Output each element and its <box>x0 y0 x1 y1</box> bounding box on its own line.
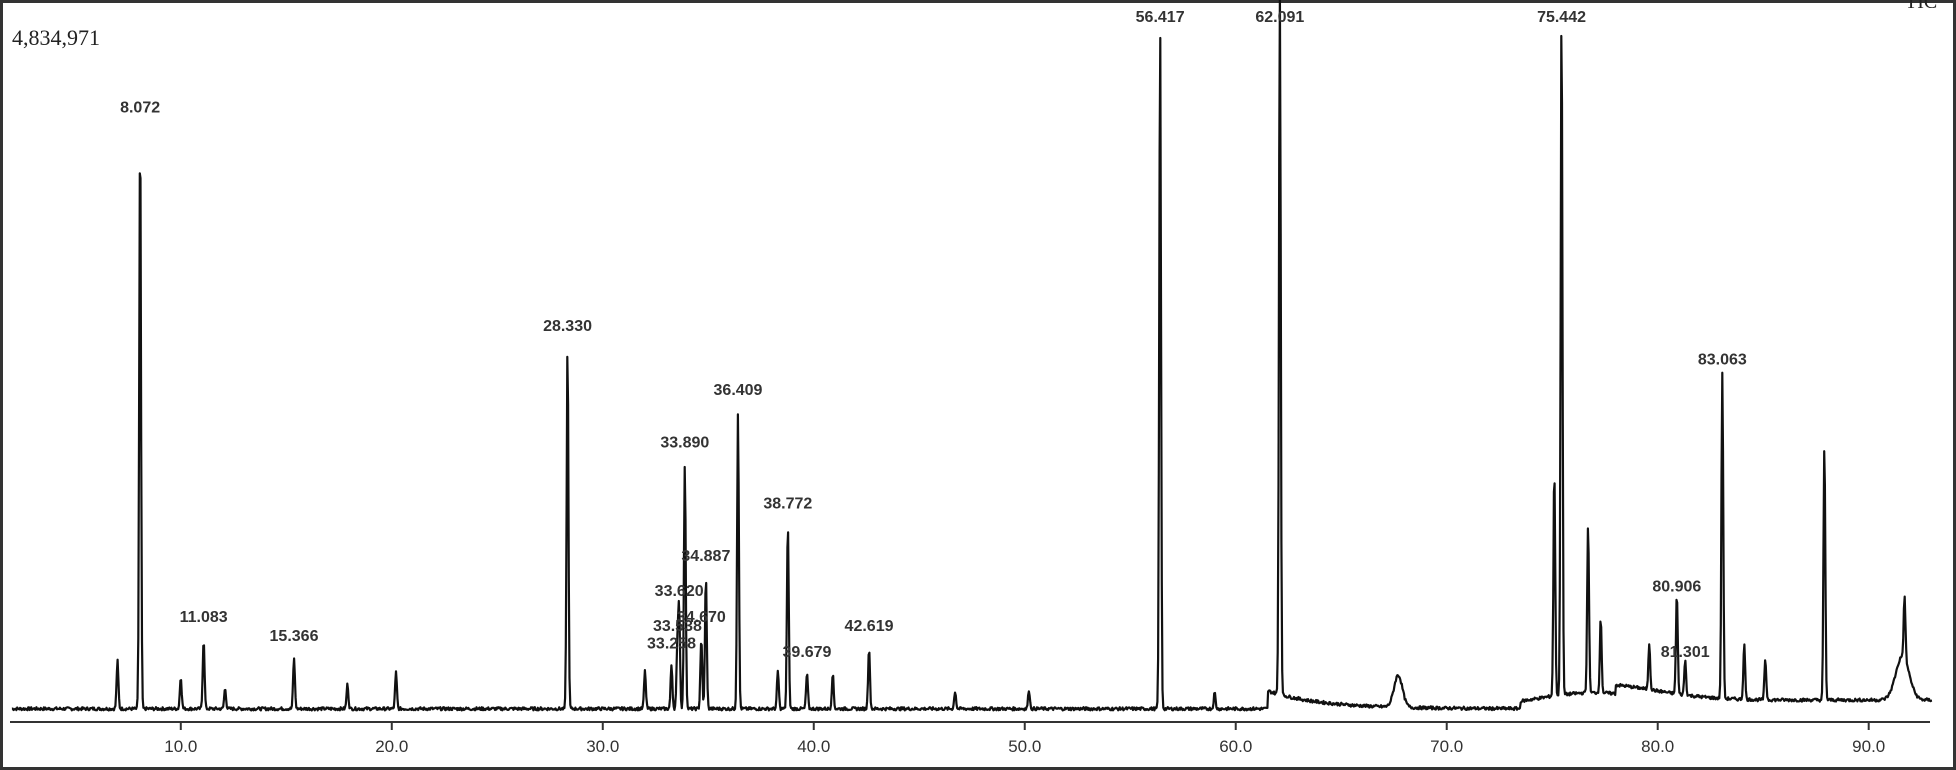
peak-label: 75.442 <box>1537 9 1586 26</box>
chromatogram-trace <box>11 0 1933 712</box>
peak-label: 83.063 <box>1698 351 1747 368</box>
x-tick-label: 80.0 <box>1641 737 1674 756</box>
peak-label: 33.620 <box>655 583 704 600</box>
x-tick-label: 40.0 <box>797 737 830 756</box>
x-tick-label: 60.0 <box>1219 737 1252 756</box>
x-tick-label: 10.0 <box>164 737 197 756</box>
x-axis-ticks: 10.0 20.0 30.0 40.0 50.0 60.0 70.0 80.0 90.0 <box>164 722 1885 756</box>
peak-label: 39.679 <box>783 644 832 661</box>
peak-label: 11.083 <box>180 609 228 626</box>
peak-label: 28.330 <box>543 318 592 335</box>
peak-label: 80.906 <box>1652 579 1701 596</box>
x-tick-label: 50.0 <box>1008 737 1041 756</box>
peak-label: 81.301 <box>1661 644 1710 661</box>
x-tick-label: 30.0 <box>586 737 619 756</box>
peak-label: 36.409 <box>714 382 763 399</box>
corner-label: TIC <box>1905 0 1937 13</box>
x-tick-label: 90.0 <box>1852 737 1885 756</box>
y-max-label: 4,834,971 <box>12 25 100 50</box>
peak-label: 33.258 <box>647 635 696 652</box>
peak-label: 62.091 <box>1255 9 1304 26</box>
peak-label: 33.538 <box>653 618 702 635</box>
peak-label: 33.890 <box>660 434 709 451</box>
peak-label: 42.619 <box>845 618 894 635</box>
x-tick-label: 70.0 <box>1430 737 1463 756</box>
peak-label: 56.417 <box>1136 9 1185 26</box>
peak-label: 34.670 <box>677 609 726 626</box>
peak-label: 38.772 <box>763 496 812 513</box>
peak-label: 8.072 <box>120 99 160 116</box>
peak-label: 34.887 <box>681 548 730 565</box>
peak-label: 15.366 <box>270 628 319 645</box>
x-tick-label: 20.0 <box>375 737 408 756</box>
